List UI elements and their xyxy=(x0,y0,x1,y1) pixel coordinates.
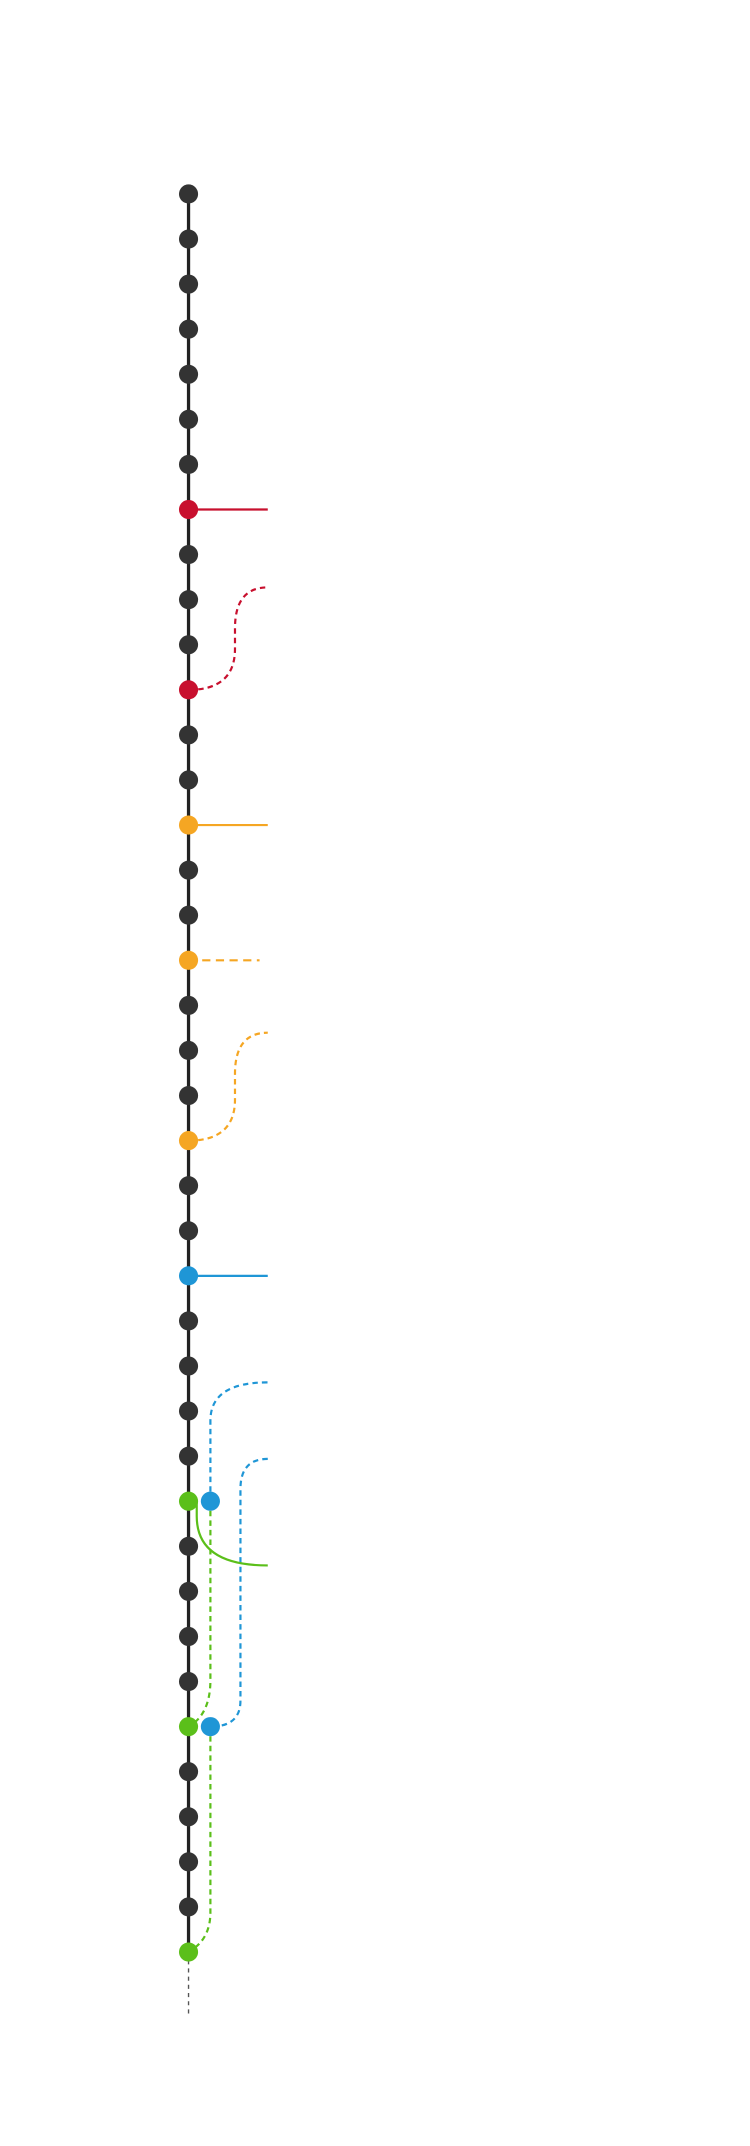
green-dashed-2 xyxy=(187,1726,212,1953)
commit xyxy=(178,1176,199,1196)
commit xyxy=(178,274,199,294)
commit xyxy=(178,950,199,970)
blue-dashed-down xyxy=(210,1457,268,1728)
green-branch xyxy=(195,1501,268,1567)
commit xyxy=(178,635,199,655)
commit xyxy=(178,1626,199,1647)
side-commit xyxy=(200,1717,220,1737)
yellow-dashed-curve xyxy=(188,1031,268,1142)
commit xyxy=(178,1401,199,1421)
commit xyxy=(178,454,199,475)
commit xyxy=(178,184,199,204)
commit xyxy=(178,1536,199,1556)
commit xyxy=(178,815,199,835)
commit xyxy=(178,680,199,700)
commit xyxy=(178,319,199,339)
commit xyxy=(178,590,199,610)
commit xyxy=(178,1491,199,1511)
commit xyxy=(178,1581,199,1601)
commit xyxy=(178,364,199,384)
commit xyxy=(178,229,199,249)
commit xyxy=(178,1131,199,1151)
commit xyxy=(178,1221,199,1241)
commit xyxy=(178,1762,199,1782)
commit xyxy=(178,1671,199,1692)
commit xyxy=(178,1852,199,1872)
commit xyxy=(178,1942,199,1962)
commit xyxy=(178,1897,199,1917)
commit xyxy=(178,1356,199,1376)
commit xyxy=(178,1266,199,1286)
commit xyxy=(178,1311,199,1331)
commit xyxy=(178,905,199,925)
commit xyxy=(178,995,199,1015)
edges xyxy=(186,193,268,2015)
commit xyxy=(178,1807,199,1827)
commit xyxy=(178,770,199,790)
green-dashed-1 xyxy=(187,1501,212,1728)
commit xyxy=(178,860,199,880)
commit xyxy=(178,1085,199,1106)
commit xyxy=(178,545,199,565)
commit xyxy=(178,409,199,429)
commit xyxy=(178,1040,199,1061)
commit xyxy=(178,1446,199,1466)
blue-dashed-up xyxy=(209,1381,268,1502)
commit xyxy=(178,725,199,745)
red-dashed-branch xyxy=(188,586,268,691)
commit xyxy=(178,499,199,520)
commit xyxy=(178,1717,199,1737)
side-commit xyxy=(200,1491,220,1511)
